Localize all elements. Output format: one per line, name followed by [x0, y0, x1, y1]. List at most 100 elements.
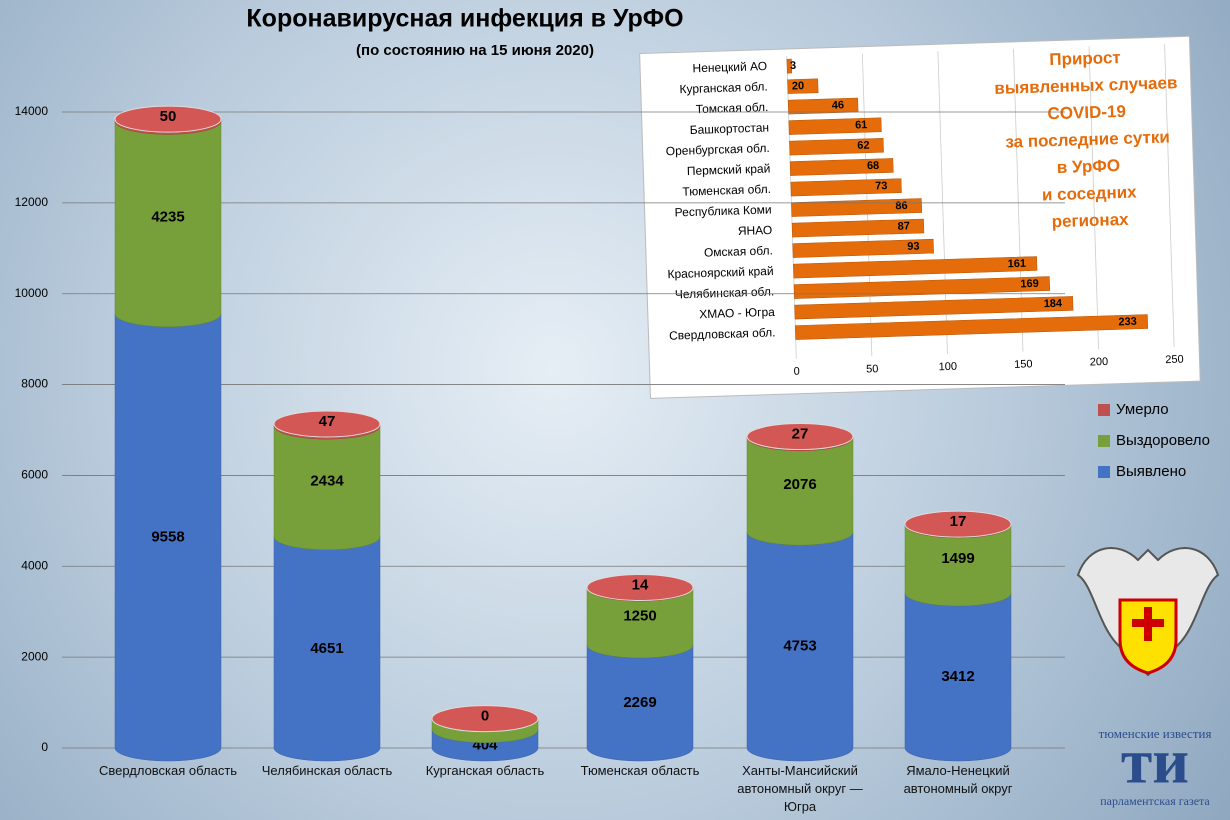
data-label: 2269 [623, 694, 656, 711]
bar [791, 218, 925, 238]
inset-panel: 0 50 100 150 200 250 Ненецкий АО 3 Курганская об… [639, 35, 1201, 399]
legend-label: Выявлено [1116, 463, 1186, 480]
legend-swatch [1098, 466, 1110, 478]
logo-mark: ти [1121, 726, 1189, 797]
bar [794, 296, 1074, 320]
y-tick-label: Курганская обл. [679, 79, 768, 96]
cylinder-cap [114, 105, 222, 133]
legend-label: Выздоровело [1116, 432, 1210, 449]
y-tick-label: Башкортостан [689, 120, 769, 136]
bar [790, 178, 902, 197]
chart-subtitle: (по состоянию на 15 июня 2020) [356, 42, 594, 59]
data-label: 184 [1044, 298, 1064, 311]
y-tick-label: Свердловская обл. [669, 325, 776, 342]
y-tick-label: Пермский край [687, 161, 771, 178]
y-tick-label: 10000 [15, 286, 49, 300]
y-tick-label: ЯНАО [738, 223, 773, 238]
grid-line [1088, 46, 1099, 350]
grid-line [1164, 44, 1175, 347]
inset-title: и соседних [1042, 182, 1138, 204]
x-tick-label: 50 [866, 363, 879, 375]
data-label: 93 [907, 241, 920, 253]
inset-title: COVID-19 [1047, 102, 1126, 123]
bar [787, 78, 819, 94]
data-label: 169 [1020, 278, 1039, 291]
data-label: 68 [867, 160, 880, 172]
data-label: 17 [950, 513, 967, 530]
y-tick-label: ХМАО - Югра [699, 305, 775, 321]
bar [789, 137, 884, 156]
bar [789, 158, 894, 176]
data-label: 87 [897, 220, 910, 232]
data-label: 9558 [151, 528, 184, 545]
data-label: 4753 [783, 638, 816, 655]
x-tick-label: 250 [1165, 354, 1184, 367]
data-label: 0 [481, 708, 489, 725]
y-tick-label: Челябинская обл. [675, 284, 775, 301]
bar [787, 97, 859, 115]
data-label: 161 [1008, 258, 1027, 271]
data-label: 2434 [310, 472, 344, 489]
data-label: 2076 [783, 476, 816, 493]
data-label: 73 [875, 180, 888, 192]
data-label: 4235 [151, 209, 184, 226]
cylinder-cap [904, 510, 1012, 538]
inset-title: в УрФО [1057, 156, 1121, 177]
logo-text: тюменские известия [1099, 726, 1212, 741]
y-tick-label: Красноярский край [667, 264, 773, 281]
legend-swatch [1098, 435, 1110, 447]
x-tick-label: 0 [793, 366, 799, 378]
bar [793, 276, 1051, 299]
y-tick-label: 4000 [21, 558, 48, 572]
data-label: 62 [857, 140, 870, 152]
legend-label: Умерло [1116, 401, 1169, 418]
bar [794, 314, 1149, 340]
data-label: 4651 [310, 640, 343, 657]
chart-title: Коронавирусная инфекция в УрФО [246, 5, 683, 33]
x-tick-label: Челябинская область [261, 763, 393, 778]
y-tick-label: Томская обл. [696, 100, 769, 116]
x-tick-label: 100 [938, 361, 957, 374]
emblem [1076, 547, 1220, 677]
y-tick-label: Оренбургская обл. [666, 141, 770, 158]
logo-text: парламентская газета [1100, 794, 1210, 808]
paper-logo: тюменские известия ти парламентская газе… [1099, 726, 1212, 808]
y-tick-label: Омская обл. [704, 243, 773, 259]
legend-swatch [1098, 404, 1110, 416]
x-tick-label: Тюменская область [580, 763, 700, 778]
data-label: 1250 [623, 607, 656, 624]
y-tick-label: 12000 [15, 195, 49, 209]
y-tick-label: Тюменская обл. [682, 182, 771, 199]
bar [786, 58, 793, 74]
x-tick-label: 200 [1090, 356, 1109, 369]
x-tick-label: Курганская область [425, 763, 545, 778]
data-label: 86 [895, 200, 908, 212]
data-label: 1499 [941, 550, 974, 567]
data-label: 3412 [941, 668, 974, 685]
y-tick-label: 8000 [21, 377, 48, 391]
x-tick-label: 150 [1014, 358, 1033, 371]
cylinder-cap [746, 423, 854, 451]
data-label: 27 [792, 426, 809, 443]
bar [792, 238, 934, 258]
data-label: 3 [790, 60, 796, 72]
data-label: 61 [855, 119, 868, 131]
cylinder-cap [273, 410, 381, 438]
y-tick-label: 2000 [21, 649, 48, 663]
data-label: 46 [832, 99, 845, 111]
x-tick-label: Свердловская область [98, 763, 238, 778]
cylinder-cap [431, 705, 539, 733]
cylinder-cap [586, 574, 694, 602]
data-label: 14 [632, 576, 649, 593]
y-tick-label: 0 [41, 740, 48, 754]
data-label: 47 [319, 413, 336, 430]
data-label: 233 [1118, 316, 1137, 329]
inset-title: Прирост [1049, 48, 1121, 69]
y-tick-label: Республика Коми [674, 202, 771, 219]
x-tick-label: Ямало-Ненецкий автономный округ [903, 763, 1013, 796]
inset-title: регионах [1051, 210, 1129, 231]
bar [788, 117, 882, 135]
y-tick-label: 14000 [15, 104, 49, 118]
